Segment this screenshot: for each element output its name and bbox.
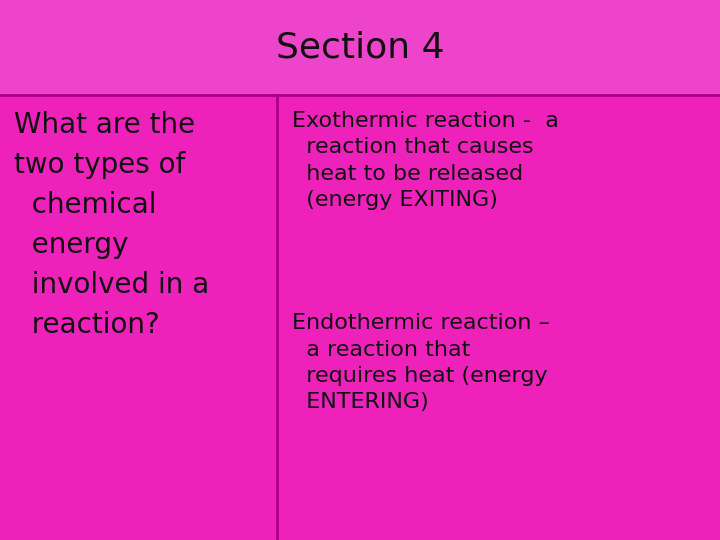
Bar (0, 0, 720, 94)
Text: Section 4: Section 4 (276, 30, 444, 64)
Text: Endothermic reaction –
  a reaction that
  requires heat (energy
  ENTERING): Endothermic reaction – a reaction that r… (292, 313, 549, 413)
Text: Exothermic reaction -  a
  reaction that causes
  heat to be released
  (energy : Exothermic reaction - a reaction that ca… (292, 111, 559, 210)
Text: What are the
two types of
  chemical
  energy
  involved in a
  reaction?: What are the two types of chemical energ… (14, 111, 210, 339)
